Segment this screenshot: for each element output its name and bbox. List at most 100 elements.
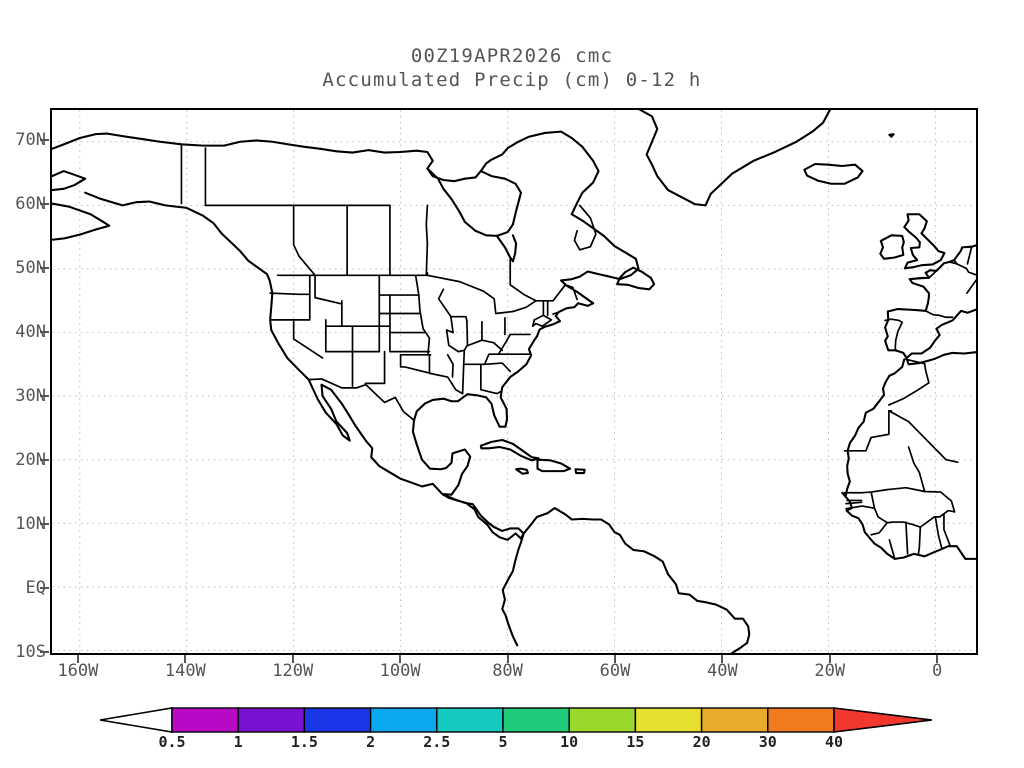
x-tick-40w: 40W [707,661,738,681]
border-bc-ab [292,204,316,277]
x-tick-mark [613,655,616,663]
y-tick-70n: 70N [15,130,46,151]
coast-jan-mayen [888,133,895,138]
colorbar-cap-low [100,707,173,733]
coast-hudson-bay [426,167,523,237]
border-ca-nv [292,319,324,359]
border-wv-va-md-pa [497,333,531,356]
y-tick-20n: 20N [15,450,46,471]
border-fr-coast-seg [908,270,938,280]
y-tick-50n: 50N [15,258,46,279]
border-sahel [843,486,956,513]
border-il-in-s [466,320,469,347]
coast-seward [52,170,87,192]
coast-west-africa [841,358,976,560]
y-tick-mark [40,267,49,270]
y-tick-mark [40,587,49,590]
coast-great-britain [903,213,946,270]
y-tick-60n: 60N [15,194,46,215]
y-tick-mark [40,331,49,334]
coast-james-bay [495,234,518,263]
border-sl-gn [870,521,889,536]
y-tick-30n: 30N [15,386,46,407]
border-nh-ma [552,311,558,315]
y-tick-mark [40,651,49,654]
x-tick-mark [721,655,724,663]
border-fr-be-de [948,261,976,276]
x-tick-20w: 20W [814,661,846,681]
border-nl-de [966,245,973,265]
colorbar-label-1p5: 1.5 [290,733,318,751]
coast-central-america [441,493,525,541]
colorbar [100,707,932,733]
y-tick-10n: 10N [15,514,46,535]
colorbar-label-1: 1 [233,733,243,751]
x-tick-mark [184,655,187,663]
colorbar-band-3 [303,707,372,733]
y-tick-mark [40,523,49,526]
border-gh-ci-s [917,526,922,556]
y-tick-mark [40,395,49,398]
map-canvas [52,110,976,653]
border-or-id-ca [270,293,311,321]
colorbar-band-2 [237,707,306,733]
colorbar-label-2p5: 2.5 [423,733,451,751]
colorbar-band-4 [369,707,438,733]
border-mali-mauritania [907,446,926,493]
border-wa-or [269,274,311,296]
coast-cuba [479,438,540,462]
colorbar-band-6 [502,707,570,733]
border-wi-mn-il [437,288,468,322]
border-gh-tg [934,516,943,549]
border-nm-tx [364,350,386,385]
y-tick-mark [40,203,49,206]
x-tick-mark [936,655,939,663]
coast-ireland [879,234,905,260]
coast-nw-europe [924,244,976,274]
border-fl-ga [479,388,502,395]
border-nv-ut-az [324,319,354,389]
x-tick-mark [506,655,509,663]
border-il-mo [445,315,466,353]
colorbar-label-30: 30 [758,733,777,751]
border-morocco-algeria [888,358,930,406]
border-ar-la-ms [428,353,464,395]
coast-jamaica [515,467,529,475]
coast-mexico [307,378,472,496]
colorbar-cap-high [833,707,932,733]
map-plot-area [50,108,978,655]
x-tick-60w: 60W [599,661,631,681]
y-tick-40n: 40N [15,322,46,343]
border-gambia-s [845,501,863,505]
colorbar-label-2: 2 [366,733,376,751]
coast-iceland [803,162,864,185]
colorbar-label-5: 5 [498,733,508,751]
colorbar-label-0p5: 0.5 [158,733,186,751]
border-fr-es [924,310,954,319]
coast-alaska-peninsula [52,202,111,241]
colorbar-band-5 [436,707,504,733]
colorbar-band-1 [171,707,239,733]
border-guinea-coast-n [870,491,956,528]
x-tick-mark [828,655,831,663]
border-mt-wy-co [351,274,381,353]
border-gb-sn [845,505,875,510]
coast-south-america-west [501,532,525,647]
border-ch-fr [966,278,976,294]
y-tick-mark [40,459,49,462]
border-pt-es [884,318,904,352]
border-mn-ia-mo [417,294,431,356]
coast-maghreb-north [905,351,976,366]
x-tick-100w: 100W [379,661,421,681]
coast-newfoundland [616,266,656,291]
border-labrador-qc [573,204,597,251]
x-tick-mark [291,655,294,663]
x-tick-80w: 80W [492,661,523,681]
border-ar-tn-ms [446,353,454,378]
border-ivory-liberia [888,538,896,560]
y-tick-10s: 10S [15,642,46,663]
coast-hispaniola [536,458,572,473]
x-tick-120w: 120W [272,661,314,681]
